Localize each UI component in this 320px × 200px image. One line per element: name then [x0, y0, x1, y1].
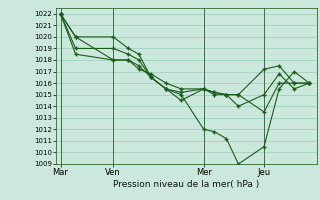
X-axis label: Pression niveau de la mer( hPa ): Pression niveau de la mer( hPa )	[113, 180, 260, 189]
